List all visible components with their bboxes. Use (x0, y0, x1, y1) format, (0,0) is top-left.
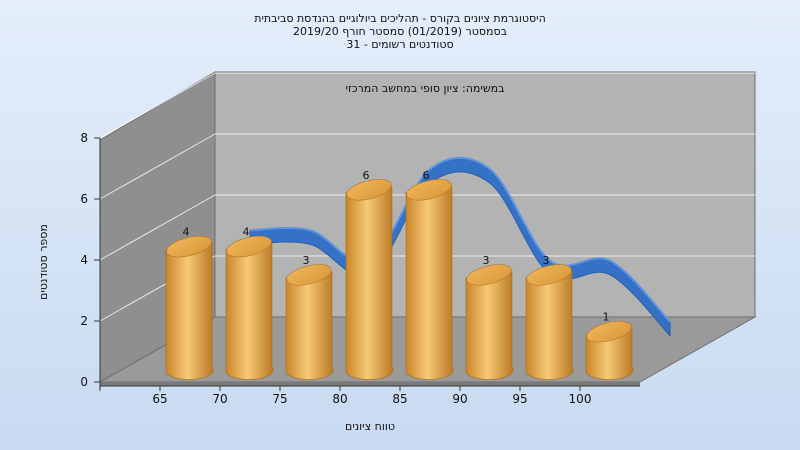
x-tick-label: 65 (152, 392, 167, 406)
bar (525, 271, 574, 380)
bar-cap (526, 264, 572, 286)
bar-value-label: 6 (423, 169, 430, 182)
bar-cap (286, 264, 332, 286)
floor-front-edge (100, 382, 640, 386)
grid-lines (99, 72, 755, 322)
bar-value-label: 3 (483, 254, 490, 267)
chart-title-line-1: היסטוגרמת ציונים בקורס - תהליכים ביולוגי… (254, 12, 546, 25)
bar (165, 243, 214, 380)
axes-layer: 0 2 4 6 8 65 70 75 80 85 90 95 100 (80, 131, 640, 406)
x-tick-label: 70 (212, 392, 227, 406)
trend-ribbon-highlight (249, 156, 671, 323)
y-axis-label: מספר סטודנטים (37, 224, 50, 300)
grid-line-side (99, 133, 216, 200)
chart-title-line-3: סטודנטים רשומים - 31 (346, 38, 453, 51)
y-tick-label: 8 (80, 131, 88, 145)
bar-value-label: 6 (363, 169, 370, 182)
bar-value-label: 3 (303, 254, 310, 267)
bar-cap (226, 235, 272, 258)
x-tick-label: 90 (452, 392, 467, 406)
bar-cap (346, 179, 392, 201)
x-axis-label: טווח ציונים (345, 420, 395, 433)
x-tick-label: 95 (512, 392, 527, 406)
bar (465, 271, 514, 380)
y-tick-label: 6 (80, 192, 88, 206)
chart-title-line-2: בסמסטר (01/2019) סמסטר חורף 2019/20 (293, 25, 507, 38)
bar (225, 243, 274, 380)
bar-cap (166, 235, 212, 258)
grid-line-side (99, 194, 216, 261)
bars-layer: 4 4 3 6 6 3 3 1 (165, 169, 634, 380)
grid-line-side (99, 72, 216, 139)
bar (285, 271, 334, 380)
chart-subtitle: במשימה: ציון סופי במחשב המרכזי (345, 82, 504, 95)
bar-cap (586, 320, 632, 343)
bar-value-label: 4 (243, 226, 250, 239)
bar-cap (406, 179, 452, 201)
x-tick-label: 85 (392, 392, 407, 406)
bar (345, 186, 394, 380)
bar-value-label: 1 (603, 311, 610, 324)
bar-value-label: 3 (543, 254, 550, 267)
bar (405, 186, 454, 380)
bar-cap (466, 264, 512, 286)
x-tick-label: 100 (569, 392, 592, 406)
x-tick-label: 75 (272, 392, 287, 406)
y-tick-label: 0 (80, 375, 88, 389)
bar-value-label: 4 (183, 226, 190, 239)
x-tick-label: 80 (332, 392, 347, 406)
y-tick-label: 4 (80, 253, 88, 267)
y-tick-label: 2 (80, 314, 88, 328)
